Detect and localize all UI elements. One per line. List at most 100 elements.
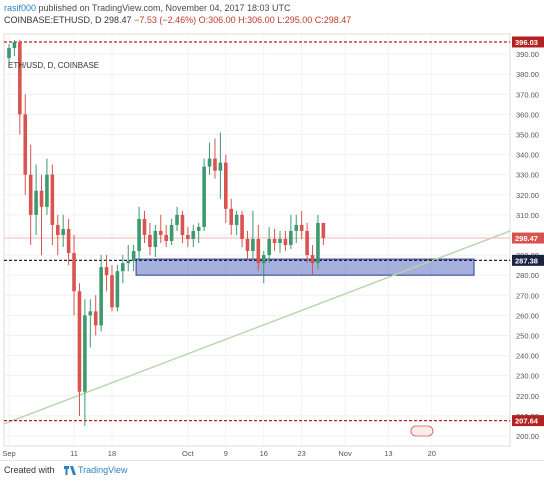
- y-tick-label: 380.00: [516, 70, 539, 79]
- change-value: −7.53 (−2.46%): [134, 15, 197, 25]
- candle-body: [245, 238, 250, 252]
- y-tick-label: 390.00: [516, 50, 539, 59]
- candle-body: [299, 224, 304, 231]
- candle-body: [126, 261, 131, 264]
- candle-body: [278, 238, 282, 244]
- candle-body: [158, 230, 163, 235]
- x-tick-label: Oct: [182, 449, 195, 458]
- y-tick-label: 370.00: [516, 90, 539, 99]
- candle-body: [12, 42, 17, 49]
- x-tick-label: 18: [108, 449, 116, 458]
- candle-body: [272, 238, 277, 244]
- candle-body: [234, 214, 239, 225]
- author-link[interactable]: rasif000: [4, 3, 37, 13]
- candle-body: [294, 224, 299, 231]
- x-tick-label: 20: [428, 449, 436, 458]
- candle-body: [316, 222, 320, 264]
- publish-text: published on TradingView.com, November 0…: [36, 3, 291, 13]
- price-label-box: [512, 415, 544, 427]
- candle-body: [240, 214, 244, 239]
- candle-body: [148, 234, 152, 248]
- candle-body: [77, 291, 82, 392]
- candle-body: [110, 275, 114, 308]
- y-tick-label: 250.00: [516, 331, 539, 340]
- x-tick-label: 13: [384, 449, 392, 458]
- candle-body: [104, 267, 109, 276]
- candle-body: [305, 230, 309, 256]
- candle-body: [175, 214, 179, 225]
- y-tick-label: 340.00: [516, 151, 539, 160]
- support-zone-rect: [135, 258, 475, 276]
- candle-body: [99, 267, 103, 326]
- chart-header: rasif000 published on TradingView.com, N…: [0, 0, 544, 30]
- candle-body: [50, 174, 55, 225]
- candle-body: [7, 48, 11, 59]
- price-label-text: 396.03: [515, 38, 538, 47]
- candle-body: [39, 190, 44, 207]
- candle-body: [321, 222, 326, 239]
- candle-body: [18, 42, 22, 115]
- y-tick-label: 360.00: [516, 110, 539, 119]
- candle-body: [88, 311, 93, 316]
- candle-body: [121, 263, 125, 272]
- candle-body: [23, 114, 28, 175]
- tradingview-logo-icon: [64, 466, 76, 475]
- chart-area[interactable]: 200.00210.00220.00230.00240.00250.00260.…: [0, 30, 544, 460]
- candle-body: [218, 162, 223, 171]
- x-tick-label: Sep: [2, 449, 15, 458]
- event-badge-icon: [410, 425, 434, 437]
- y-tick-label: 230.00: [516, 372, 539, 381]
- candle-body: [83, 315, 87, 392]
- price-chart[interactable]: 200.00210.00220.00230.00240.00250.00260.…: [0, 30, 544, 460]
- candle-body: [72, 253, 76, 292]
- candle-body: [180, 214, 185, 235]
- y-tick-label: 310.00: [516, 211, 539, 220]
- ohlc-values: O:306.00 H:306.00 L:295.00 C:298.47: [198, 15, 352, 25]
- y-tick-label: 260.00: [516, 311, 539, 320]
- price-label-text: 207.64: [515, 417, 539, 426]
- candle-body: [229, 208, 234, 225]
- price-label-box: [512, 254, 544, 266]
- candle-body: [66, 228, 71, 254]
- candle-body: [153, 230, 158, 248]
- candle-body: [45, 174, 49, 207]
- y-tick-label: 270.00: [516, 291, 539, 300]
- created-with-text: Created with: [4, 465, 55, 475]
- price-label-box: [512, 232, 544, 244]
- candle-body: [289, 230, 293, 246]
- plot-border: [3, 33, 511, 447]
- footer: Created with TradingView: [0, 460, 544, 481]
- candle-body: [224, 162, 228, 209]
- candle-body: [310, 255, 315, 264]
- candle-body: [256, 238, 261, 264]
- tradingview-link[interactable]: TradingView: [78, 465, 128, 475]
- candle-body: [131, 251, 136, 262]
- price-label-text: 287.38: [515, 256, 538, 265]
- candle-body: [251, 238, 255, 252]
- candle-body: [186, 234, 190, 239]
- candle-body: [93, 311, 98, 326]
- candle-body: [142, 218, 147, 235]
- symbol-text: COINBASE:ETHUSD, D: [4, 15, 102, 25]
- x-tick-label: 23: [298, 449, 306, 458]
- candle-body: [115, 271, 120, 308]
- candle-body: [164, 234, 168, 242]
- candle-body: [191, 230, 196, 239]
- y-tick-label: 200.00: [516, 432, 539, 441]
- candle-body: [207, 158, 212, 167]
- candle-body: [213, 158, 217, 171]
- ohlc-line: COINBASE:ETHUSD, D 298.47 −7.53 (−2.46%)…: [4, 15, 351, 25]
- trendline: [3, 230, 511, 425]
- candle-body: [137, 218, 141, 252]
- candle-body: [34, 190, 38, 215]
- x-tick-label: 9: [224, 449, 228, 458]
- y-tick-label: 350.00: [516, 130, 539, 139]
- candle-body: [169, 224, 174, 242]
- y-tick-label: 320.00: [516, 191, 539, 200]
- x-tick-label: Nov: [338, 449, 352, 458]
- x-tick-label: 11: [70, 449, 78, 458]
- candle-body: [202, 166, 206, 227]
- candle-body: [196, 226, 201, 231]
- candle-body: [261, 255, 266, 264]
- candle-body: [55, 224, 60, 235]
